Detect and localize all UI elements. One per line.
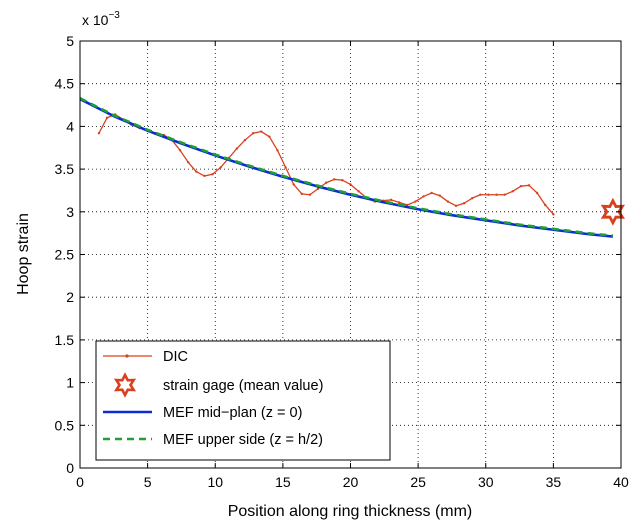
y-tick-label: 3 [66, 204, 74, 220]
x-tick-label: 35 [546, 474, 562, 490]
x-tick-label: 15 [275, 474, 291, 490]
dic-point [308, 193, 312, 196]
dic-point [422, 195, 425, 198]
y-tick-label: 5 [66, 33, 74, 49]
legend-entry-0: DIC [103, 349, 188, 365]
dic-point [462, 202, 466, 205]
axis-ticks: 0 5 10 15 20 25 30 35 40 0 0.5 1 1.5 2 2.5 3 3.5 4 4.5 5 [55, 33, 629, 490]
legend-label: strain gage (mean value) [163, 378, 323, 394]
dic-point [414, 200, 417, 203]
y-axis-multiplier: x 10−3 [82, 10, 120, 28]
dic-point [276, 149, 279, 152]
y-tick-label: 4 [66, 118, 74, 134]
dic-point [268, 135, 271, 138]
legend-entry-1: strain gage (mean value) [113, 372, 323, 398]
dic-point [333, 178, 336, 181]
y-tick-label: 3.5 [55, 161, 75, 177]
x-tick-label: 0 [76, 474, 84, 490]
dic-point [446, 200, 450, 203]
x-tick-label: 5 [144, 474, 152, 490]
legend-star-icon [113, 372, 137, 398]
dic-point [243, 138, 247, 142]
strain-gage-marker [600, 197, 626, 226]
dic-point [349, 183, 352, 186]
dic-point [251, 132, 255, 135]
y-tick-label: 4.5 [55, 76, 75, 92]
dic-point [260, 130, 263, 133]
dic-point [105, 116, 109, 120]
x-tick-label: 20 [343, 474, 359, 490]
dic-point [389, 198, 393, 202]
dic-point [235, 147, 239, 150]
dic-point [406, 203, 409, 207]
dic-point [487, 193, 490, 196]
dic-point [341, 179, 344, 182]
dic-point [203, 174, 206, 178]
legend: DIC strain gage (mean value) MEF mid−plan … [95, 340, 391, 461]
dic-point [552, 213, 555, 216]
dic-point [211, 173, 214, 176]
y-axis-label: Hoop strain [15, 213, 32, 295]
y-tick-label: 1.5 [55, 332, 75, 348]
dic-point [527, 184, 531, 187]
dic-point [292, 183, 295, 186]
dic-point [479, 193, 482, 196]
dic-point [300, 192, 304, 196]
y-tick-label: 0.5 [55, 417, 75, 433]
series-3 [79, 97, 614, 238]
x-tick-label: 40 [613, 474, 629, 490]
dic-point [219, 166, 222, 169]
legend-dot [125, 354, 129, 358]
dic-point [511, 190, 514, 193]
x-tick-label: 10 [207, 474, 223, 490]
y-tick-label: 0 [66, 460, 74, 476]
dic-point [357, 190, 360, 193]
series-layer [79, 97, 626, 238]
dic-point [187, 161, 190, 164]
dic-point [316, 187, 320, 190]
dic-point [284, 166, 287, 169]
dic-point [535, 191, 539, 195]
legend-entry-2: MEF mid−plan (z = 0) [103, 405, 302, 421]
multiplier-exponent: −3 [108, 10, 120, 21]
x-axis-label: Position along ring thickness (mm) [228, 503, 473, 520]
x-tick-label: 25 [410, 474, 426, 490]
y-tick-label: 2 [66, 289, 74, 305]
series-1 [600, 197, 626, 226]
series-line-3 [79, 97, 614, 238]
y-tick-label: 2.5 [55, 247, 75, 263]
dic-point [97, 132, 101, 135]
x-tick-label: 30 [478, 474, 494, 490]
multiplier-base: x 10 [82, 12, 109, 28]
dic-point [454, 204, 458, 208]
dic-point [397, 201, 401, 204]
legend-entry-3: MEF upper side (z = h/2) [103, 432, 323, 448]
dic-point [195, 170, 198, 173]
dic-point [430, 191, 433, 195]
legend-label: MEF mid−plan (z = 0) [163, 405, 302, 421]
dic-point [438, 194, 441, 197]
dic-point [503, 193, 506, 196]
dic-point [544, 203, 547, 207]
dic-point [471, 196, 474, 200]
legend-entries: DIC strain gage (mean value) MEF mid−plan … [103, 349, 323, 448]
dic-point [178, 149, 182, 152]
y-tick-label: 1 [66, 375, 74, 391]
dic-point [519, 184, 523, 188]
legend-label: DIC [163, 349, 188, 365]
dic-point [324, 181, 328, 184]
dic-point [495, 193, 498, 196]
legend-label: MEF upper side (z = h/2) [163, 432, 323, 448]
